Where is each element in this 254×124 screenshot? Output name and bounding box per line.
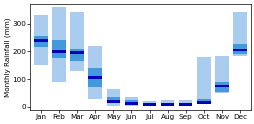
Bar [196, 57, 210, 104]
Bar [52, 40, 66, 58]
Bar [142, 103, 156, 106]
Bar [178, 104, 192, 106]
Bar [106, 89, 120, 106]
Bar [232, 49, 246, 51]
Bar [232, 44, 246, 54]
Bar [34, 15, 47, 65]
Bar [160, 103, 174, 106]
Bar [106, 97, 120, 103]
Bar [160, 103, 174, 106]
Bar [52, 50, 66, 53]
Bar [214, 56, 228, 93]
Bar [142, 101, 156, 106]
Bar [34, 39, 47, 42]
Bar [178, 100, 192, 106]
Bar [124, 102, 138, 105]
Bar [88, 76, 102, 79]
Bar [178, 103, 192, 106]
Bar [88, 46, 102, 99]
Y-axis label: Monthly Rainfall (mm): Monthly Rainfall (mm) [4, 17, 11, 97]
Bar [70, 49, 84, 61]
Bar [88, 68, 102, 87]
Bar [52, 7, 66, 82]
Bar [70, 13, 84, 71]
Bar [106, 100, 120, 103]
Bar [34, 36, 47, 47]
Bar [160, 100, 174, 106]
Bar [196, 99, 210, 104]
Bar [142, 103, 156, 106]
Bar [124, 97, 138, 106]
Bar [232, 13, 246, 56]
Bar [214, 85, 228, 87]
Bar [70, 51, 84, 54]
Bar [214, 82, 228, 92]
Bar [124, 100, 138, 104]
Bar [196, 101, 210, 104]
